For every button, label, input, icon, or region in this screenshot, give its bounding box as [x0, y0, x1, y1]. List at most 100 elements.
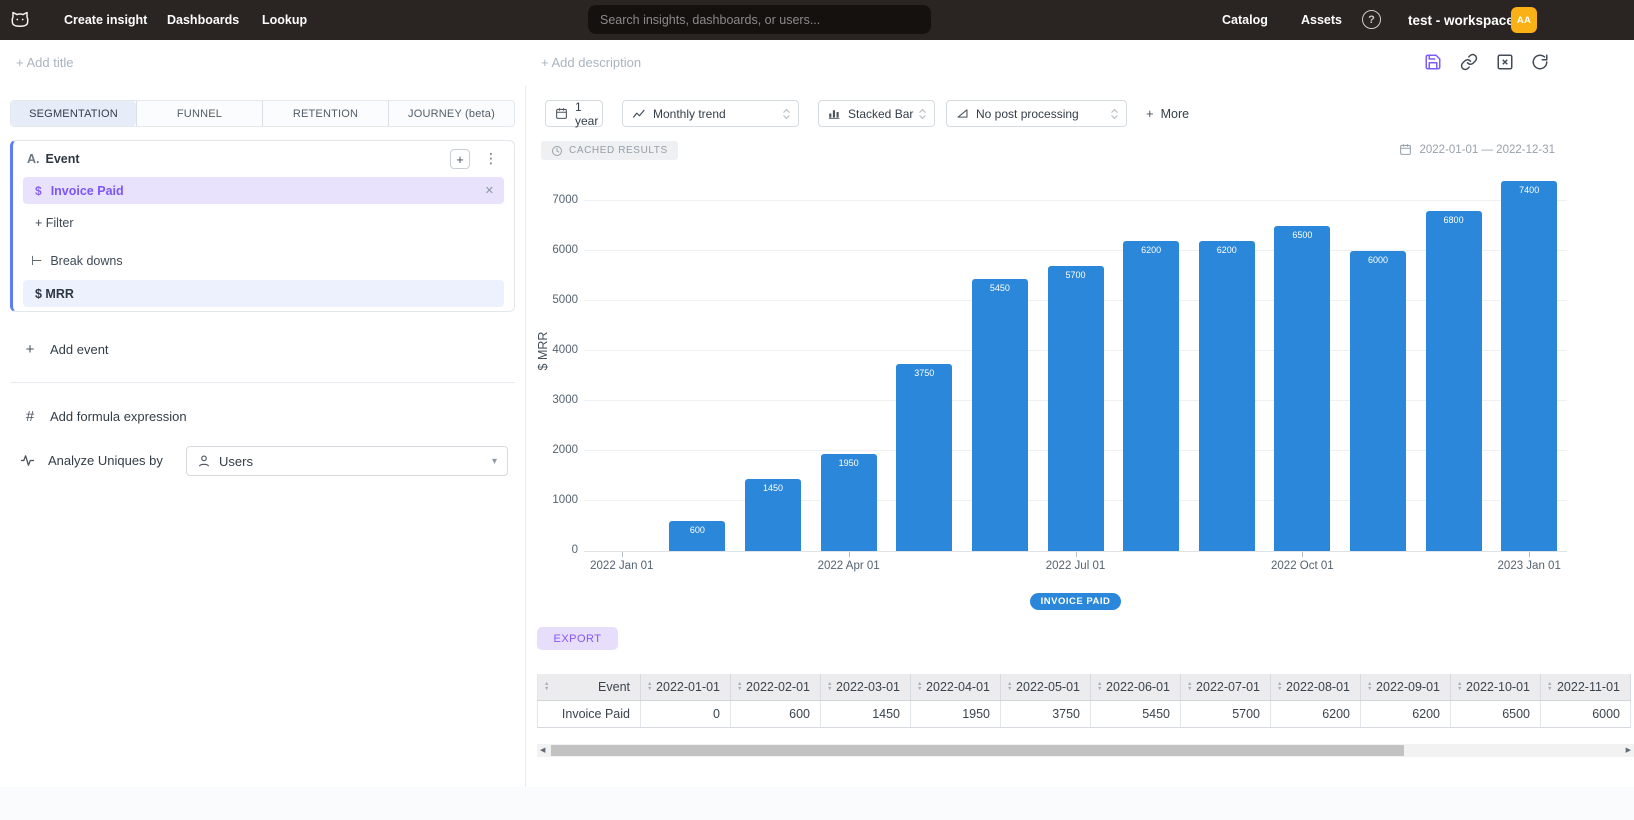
table-header-label: 2022-10-01 [1466, 680, 1530, 694]
chart-type-select[interactable]: Stacked Bar [818, 100, 935, 127]
add-formula-button[interactable]: # Add formula expression [22, 408, 187, 425]
x-tick-label: 2022 Oct 01 [1271, 560, 1334, 572]
sort-icon[interactable]: ▲ ▼ [1097, 681, 1103, 692]
copy-link-icon[interactable] [1460, 53, 1478, 71]
sort-icon[interactable]: ▲ ▼ [1547, 681, 1553, 692]
nav-create-insight[interactable]: Create insight [64, 13, 148, 27]
sort-icon[interactable]: ▲ ▼ [827, 681, 833, 692]
sort-icon[interactable]: ▲ ▼ [544, 681, 550, 692]
scroll-left-icon[interactable]: ◀ [540, 747, 546, 754]
bar-2022-05-01: 3750 [896, 363, 953, 551]
select-carets-icon [918, 107, 927, 121]
post-processing-select[interactable]: No post processing [946, 100, 1127, 127]
table-cell: 6200 [1360, 700, 1451, 728]
bar-2022-06-01: 5450 [971, 278, 1028, 551]
scroll-right-icon[interactable]: ▶ [1625, 747, 1631, 754]
horizontal-scrollbar[interactable]: ◀ ▶ [537, 744, 1634, 757]
legend-invoice-paid[interactable]: INVOICE PAID [1029, 593, 1122, 610]
x-tick-mark [1302, 552, 1304, 557]
cached-results-badge: CACHED RESULTS [541, 141, 678, 160]
table-header-2022-08-01[interactable]: ▲ ▼ 2022-08-01 [1270, 674, 1361, 701]
scrollbar-thumb[interactable] [551, 745, 1404, 756]
add-description-button[interactable]: + Add description [541, 55, 642, 70]
aggregation-row[interactable]: $ MRR [23, 280, 504, 307]
table-header-label: 2022-07-01 [1196, 680, 1260, 694]
sort-icon[interactable]: ▲ ▼ [737, 681, 743, 692]
table-header-2022-09-01[interactable]: ▲ ▼ 2022-09-01 [1360, 674, 1451, 701]
tab-journey[interactable]: JOURNEY (beta) [388, 101, 514, 126]
export-button[interactable]: EXPORT [537, 627, 618, 650]
sort-icon[interactable]: ▲ ▼ [1367, 681, 1373, 692]
sort-icon[interactable]: ▲ ▼ [1007, 681, 1013, 692]
table-cell: 3750 [1000, 700, 1091, 728]
x-tick-mark [848, 552, 850, 557]
left-panel-divider [10, 382, 515, 383]
y-tick-label: 2000 [552, 444, 578, 456]
sort-icon[interactable]: ▲ ▼ [917, 681, 923, 692]
tab-funnel[interactable]: FUNNEL [136, 101, 262, 126]
table-cell: 5450 [1090, 700, 1181, 728]
y-tick-label: 0 [571, 544, 578, 556]
top-navbar: Create insight Dashboards Lookup Catalog… [0, 0, 1634, 40]
duplicate-event-button[interactable]: + [450, 149, 470, 169]
sort-icon[interactable]: ▲ ▼ [1277, 681, 1283, 692]
table-cell: 0 [640, 700, 731, 728]
more-options-button[interactable]: + More [1146, 106, 1190, 121]
avatar[interactable]: AA [1511, 7, 1537, 33]
table-header-event[interactable]: ▲ ▼ Event [537, 674, 641, 701]
table-header-2022-01-01[interactable]: ▲ ▼ 2022-01-01 [640, 674, 731, 701]
post-processing-icon [956, 107, 969, 120]
app-logo-cat-icon[interactable] [8, 8, 32, 32]
tab-segmentation[interactable]: SEGMENTATION [11, 101, 136, 126]
table-header-2022-03-01[interactable]: ▲ ▼ 2022-03-01 [820, 674, 911, 701]
event-card-title: A. Event [27, 152, 80, 166]
event-card-menu-icon[interactable]: ⋮ [484, 150, 498, 166]
bar-2022-04-01: 1950 [820, 453, 877, 551]
help-icon[interactable]: ? [1362, 10, 1381, 29]
remove-event-icon[interactable]: ✕ [484, 185, 494, 197]
sort-icon[interactable]: ▲ ▼ [1187, 681, 1193, 692]
sort-icon[interactable]: ▲ ▼ [1457, 681, 1463, 692]
table-header-label: 2022-01-01 [656, 680, 720, 694]
nav-assets[interactable]: Assets [1301, 13, 1342, 27]
select-carets-icon [1110, 107, 1119, 121]
table-cell: 6200 [1270, 700, 1361, 728]
add-event-button[interactable]: + Add event [22, 341, 109, 358]
tab-retention[interactable]: RETENTION [262, 101, 388, 126]
nav-lookup[interactable]: Lookup [262, 13, 308, 27]
plus-icon: + [25, 341, 35, 358]
nav-dashboards[interactable]: Dashboards [167, 13, 240, 27]
add-title-button[interactable]: + Add title [16, 55, 74, 70]
bar-2022-03-01: 1450 [745, 478, 802, 551]
analyze-uniques-select[interactable]: Users ▾ [186, 446, 508, 476]
bar-2023-01-01: 7400 [1501, 181, 1558, 551]
x-tick-label: 2023 Jan 01 [1497, 560, 1561, 572]
sort-icon[interactable]: ▲ ▼ [647, 681, 653, 692]
table-header-2022-02-01[interactable]: ▲ ▼ 2022-02-01 [730, 674, 821, 701]
bar-2022-11-01: 6000 [1349, 251, 1406, 551]
table-header-label: 2022-05-01 [1016, 680, 1080, 694]
y-tick-label: 6000 [552, 244, 578, 256]
refresh-icon[interactable] [1531, 53, 1549, 71]
global-search-input[interactable] [588, 5, 931, 34]
date-range-display[interactable]: 2022-01-01 — 2022-12-31 [1399, 143, 1555, 156]
table-header-2022-11-01[interactable]: ▲ ▼ 2022-11-01 [1540, 674, 1631, 701]
table-header-2022-05-01[interactable]: ▲ ▼ 2022-05-01 [1000, 674, 1091, 701]
add-filter-button[interactable]: + Filter [35, 216, 74, 230]
save-icon[interactable] [1424, 53, 1442, 71]
table-header-2022-06-01[interactable]: ▲ ▼ 2022-06-01 [1090, 674, 1181, 701]
trend-select[interactable]: Monthly trend [622, 100, 799, 127]
clear-result-icon[interactable] [1496, 53, 1514, 71]
nav-catalog[interactable]: Catalog [1222, 13, 1268, 27]
selected-event-row[interactable]: $ Invoice Paid ✕ [23, 177, 504, 204]
table-header-2022-07-01[interactable]: ▲ ▼ 2022-07-01 [1180, 674, 1271, 701]
workspace-name[interactable]: test - workspace [1408, 12, 1514, 28]
gridline [584, 250, 1567, 251]
table-header-2022-10-01[interactable]: ▲ ▼ 2022-10-01 [1450, 674, 1541, 701]
x-tick-label: 2022 Jul 01 [1045, 560, 1106, 572]
time-window-button[interactable]: 1 year [545, 100, 603, 128]
breakdowns-button[interactable]: ⊢ Break downs [31, 253, 123, 268]
table-header-2022-04-01[interactable]: ▲ ▼ 2022-04-01 [910, 674, 1001, 701]
mrr-bar-chart: $ MRR 600 1450 1950 3750 5450 5700 6200 6200 650… [525, 168, 1634, 618]
